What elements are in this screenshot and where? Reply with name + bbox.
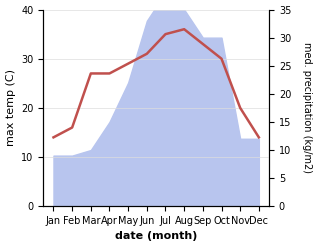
Y-axis label: max temp (C): max temp (C): [5, 69, 16, 146]
X-axis label: date (month): date (month): [115, 231, 197, 242]
Y-axis label: med. precipitation (kg/m2): med. precipitation (kg/m2): [302, 42, 313, 173]
